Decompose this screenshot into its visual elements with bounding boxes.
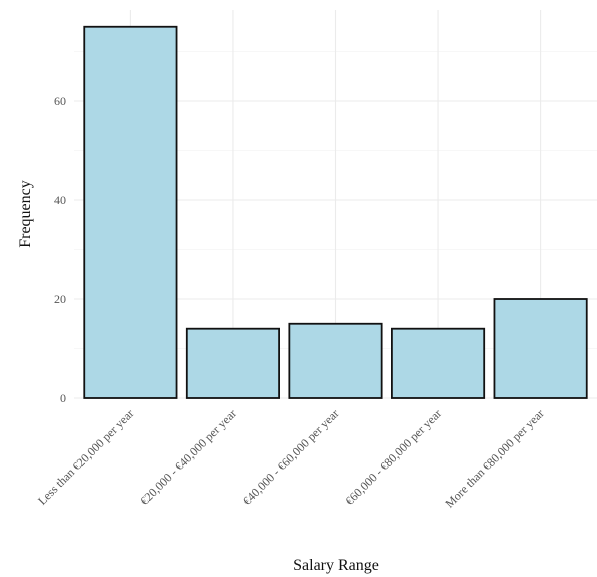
x-tick-label: More than €80,000 per year (442, 406, 546, 510)
y-tick-label: 40 (54, 193, 66, 207)
y-tick-label: 60 (54, 94, 66, 108)
bar (493, 298, 588, 399)
x-tick-label: €60,000 - €80,000 per year (342, 406, 444, 508)
x-tick-label: Less than €20,000 per year (35, 406, 137, 508)
y-tick-label: 0 (60, 391, 66, 405)
x-axis-title: Salary Range (293, 557, 379, 574)
y-axis-ticks: 0 20 40 60 (54, 94, 66, 405)
bar (185, 327, 280, 399)
bar (391, 327, 486, 399)
bar (288, 322, 383, 399)
y-axis-title: Frequency (17, 180, 34, 248)
x-axis-ticks: Less than €20,000 per year €20,000 - €40,… (35, 406, 547, 510)
x-tick-label: €40,000 - €60,000 per year (240, 406, 342, 508)
x-tick-label: €20,000 - €40,000 per year (137, 406, 239, 508)
y-tick-label: 20 (54, 292, 66, 306)
bar (83, 25, 178, 399)
bars (83, 25, 588, 399)
